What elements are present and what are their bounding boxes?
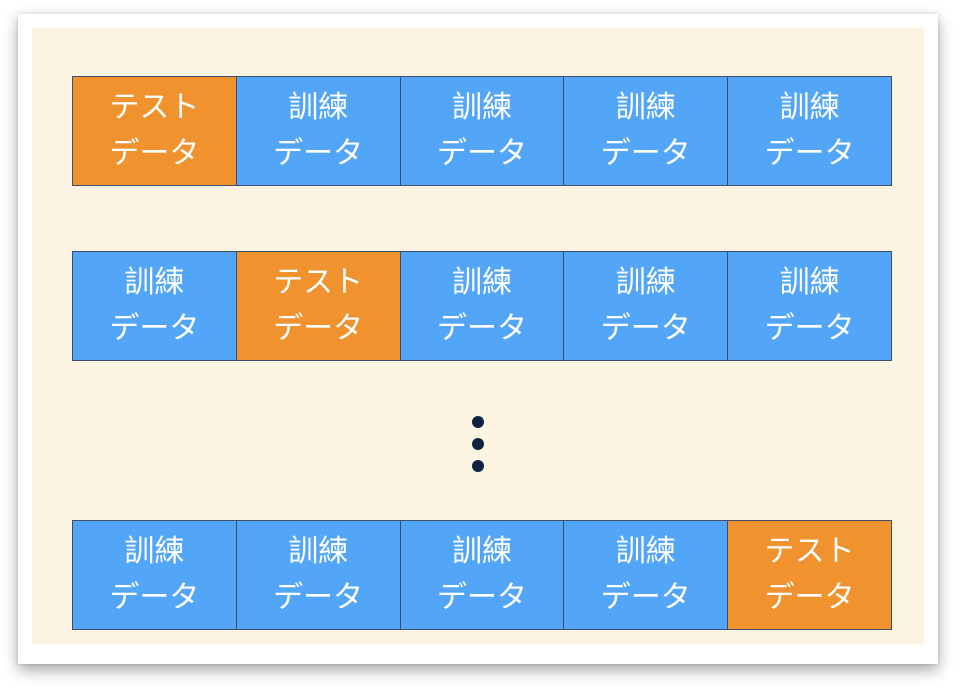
vertical-ellipsis-icon [468,416,488,476]
block-label-line2: データ [436,136,527,171]
block-label-line2: データ [436,580,527,615]
block-label-line1: テスト [764,534,855,569]
figure-frame: テスト データ 訓練 データ 訓練 データ 訓練 データ 訓練 データ 訓練 [18,14,938,664]
block-label-line2: データ [764,136,855,171]
fold-2-block-4: 訓練 データ [564,252,729,360]
fold-2-block-2: テスト データ [236,252,401,360]
block-label-line2: データ [600,580,691,615]
block-label-line1: テスト [273,265,364,300]
fold-2-block-3: 訓練 データ [400,252,565,360]
block-label-line1: 訓練 [288,90,349,125]
block-label-line2: データ [436,311,527,346]
fold-2-block-1: 訓練 データ [73,252,237,360]
block-label-line2: データ [600,311,691,346]
block-label-line1: 訓練 [779,90,840,125]
block-label-line2: データ [273,311,364,346]
block-label-line1: 訓練 [124,534,185,569]
block-label-line2: データ [764,580,855,615]
fold-row-1: テスト データ 訓練 データ 訓練 データ 訓練 データ 訓練 データ [72,76,892,186]
fold-k-block-4: 訓練 データ [564,521,729,629]
block-label-line1: 訓練 [288,534,349,569]
block-label-line2: データ [109,136,200,171]
fold-k-block-3: 訓練 データ [400,521,565,629]
fold-1-block-1: テスト データ [73,77,237,185]
fold-2-block-5: 訓練 データ [728,252,891,360]
block-label-line2: データ [109,580,200,615]
block-label-line1: 訓練 [451,90,512,125]
block-label-line1: 訓練 [451,265,512,300]
block-label-line2: データ [764,311,855,346]
block-label-line1: 訓練 [779,265,840,300]
fold-1-block-3: 訓練 データ [400,77,565,185]
fold-1-block-4: 訓練 データ [564,77,729,185]
fold-1-block-5: 訓練 データ [728,77,891,185]
fold-k-block-1: 訓練 データ [73,521,237,629]
ellipsis-dot [472,438,484,450]
fold-row-2: 訓練 データ テスト データ 訓練 データ 訓練 データ 訓練 データ [72,251,892,361]
ellipsis-dot [472,416,484,428]
diagram-canvas: テスト データ 訓練 データ 訓練 データ 訓練 データ 訓練 データ 訓練 [32,28,924,644]
block-label-line1: 訓練 [451,534,512,569]
block-label-line1: テスト [109,90,200,125]
block-label-line2: データ [600,136,691,171]
fold-row-k: 訓練 データ 訓練 データ 訓練 データ 訓練 データ テスト データ [72,520,892,630]
block-label-line1: 訓練 [124,265,185,300]
block-label-line2: データ [273,136,364,171]
block-label-line1: 訓練 [615,265,676,300]
fold-1-block-2: 訓練 データ [236,77,401,185]
block-label-line1: 訓練 [615,90,676,125]
fold-k-block-5: テスト データ [728,521,891,629]
ellipsis-dot [472,460,484,472]
block-label-line1: 訓練 [615,534,676,569]
fold-k-block-2: 訓練 データ [236,521,401,629]
block-label-line2: データ [109,311,200,346]
block-label-line2: データ [273,580,364,615]
